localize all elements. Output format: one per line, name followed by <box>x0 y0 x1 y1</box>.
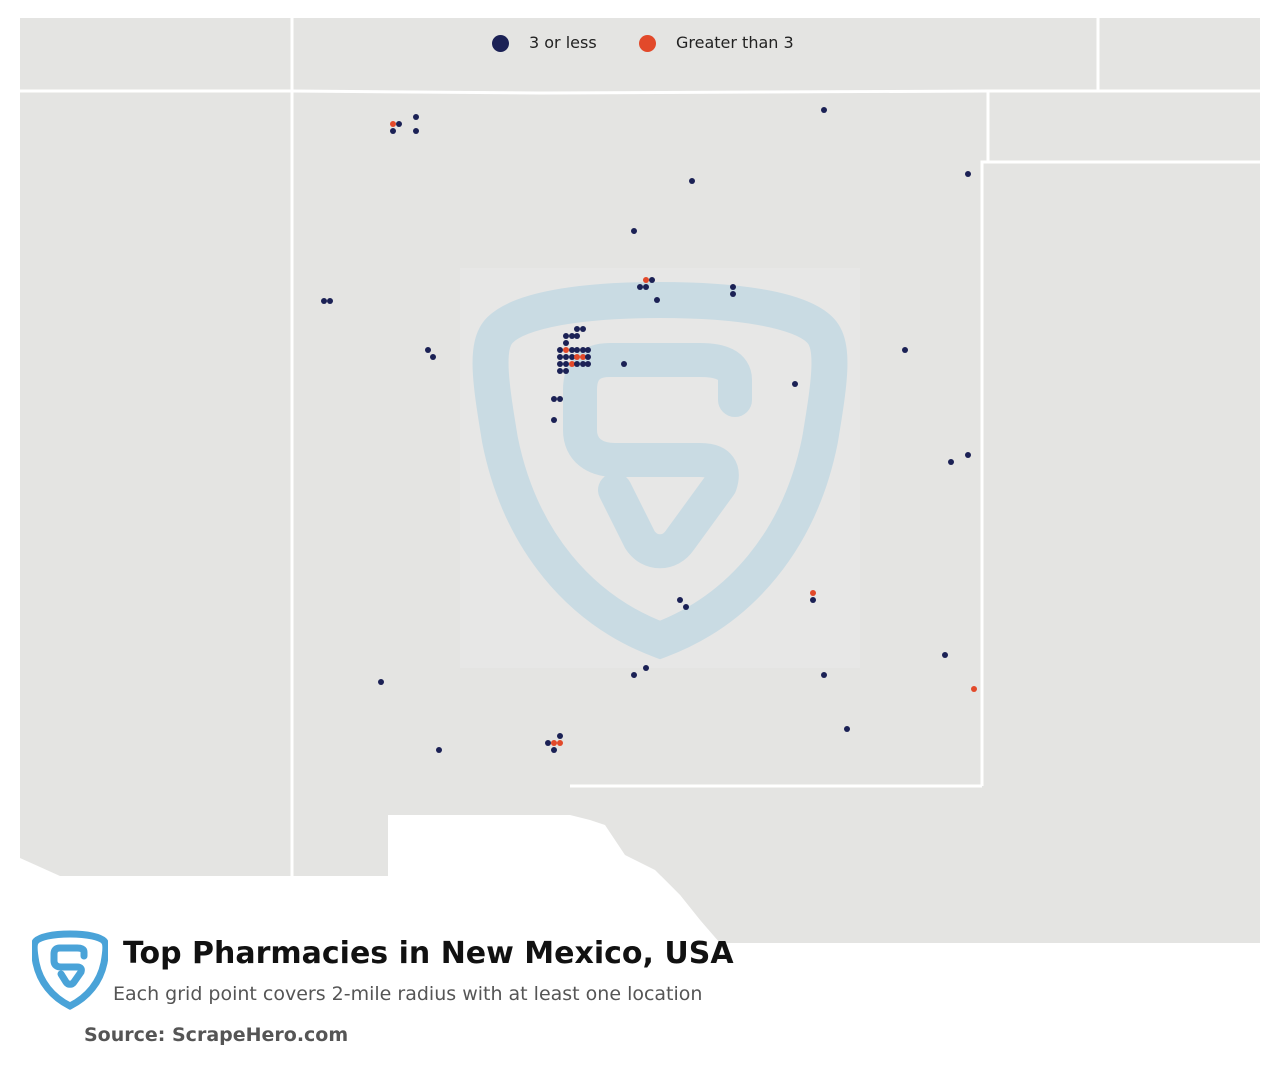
border-nm-tx-east <box>980 91 990 786</box>
location-point-low <box>580 361 586 367</box>
location-point-low <box>643 665 649 671</box>
texas-region <box>570 162 1260 943</box>
location-point-low <box>321 298 327 304</box>
location-point-low <box>557 354 563 360</box>
location-point-low <box>677 597 683 603</box>
location-point-low <box>965 452 971 458</box>
location-point-low <box>585 347 591 353</box>
location-point-low <box>631 228 637 234</box>
location-point-low <box>580 326 586 332</box>
location-point-low <box>551 747 557 753</box>
location-point-low <box>425 347 431 353</box>
location-point-low <box>643 284 649 290</box>
location-point-low <box>810 597 816 603</box>
location-point-high <box>563 347 569 353</box>
location-point-low <box>551 417 557 423</box>
map-source: Source: ScrapeHero.com <box>84 1024 349 1046</box>
watermark-logo <box>460 268 860 668</box>
location-point-low <box>563 333 569 339</box>
location-point-low <box>413 114 419 120</box>
location-point-low <box>637 284 643 290</box>
orange-dot-icon <box>639 34 656 52</box>
location-point-high <box>551 740 557 746</box>
mexico-cutout <box>20 815 1280 1069</box>
location-point-low <box>378 679 384 685</box>
navy-dot-icon <box>492 34 509 52</box>
location-point-low <box>563 354 569 360</box>
location-point-high <box>574 354 580 360</box>
location-point-low <box>396 121 402 127</box>
legend-item-low: 3 or less <box>492 31 597 55</box>
location-point-low <box>948 459 954 465</box>
location-point-low <box>569 347 575 353</box>
location-point-low <box>730 291 736 297</box>
location-point-low <box>430 354 436 360</box>
location-point-low <box>574 361 580 367</box>
location-point-low <box>902 347 908 353</box>
location-point-low <box>965 171 971 177</box>
location-point-low <box>569 354 575 360</box>
location-point-low <box>574 326 580 332</box>
location-point-low <box>551 396 557 402</box>
location-point-low <box>792 381 798 387</box>
legend-label-low: 3 or less <box>529 33 597 52</box>
location-point-low <box>942 652 948 658</box>
location-point-low <box>574 333 580 339</box>
location-point-low <box>557 361 563 367</box>
location-point-low <box>563 361 569 367</box>
location-point-low <box>621 361 627 367</box>
location-point-low <box>689 178 695 184</box>
legend-label-high: Greater than 3 <box>676 33 794 52</box>
location-point-low <box>649 277 655 283</box>
location-point-high <box>580 354 586 360</box>
watermark-shield-icon <box>472 281 848 660</box>
location-point-low <box>563 340 569 346</box>
state-borders <box>20 18 1260 876</box>
location-point-low <box>563 368 569 374</box>
location-point-high <box>971 686 977 692</box>
location-point-low <box>390 128 396 134</box>
location-point-low <box>631 672 637 678</box>
location-point-high <box>569 361 575 367</box>
location-point-low <box>545 740 551 746</box>
location-point-low <box>821 107 827 113</box>
location-point-low <box>436 747 442 753</box>
location-point-low <box>413 128 419 134</box>
location-point-low <box>730 284 736 290</box>
mexico-area-west <box>20 815 570 1069</box>
location-points <box>321 107 977 753</box>
location-point-low <box>844 726 850 732</box>
scrapehero-logo-icon <box>32 930 108 1010</box>
location-point-low <box>821 672 827 678</box>
location-point-low <box>580 347 586 353</box>
location-point-high <box>557 740 563 746</box>
location-point-low <box>569 333 575 339</box>
location-point-high <box>390 121 396 127</box>
location-point-high <box>643 277 649 283</box>
location-point-low <box>557 368 563 374</box>
location-point-low <box>327 298 333 304</box>
location-point-low <box>557 396 563 402</box>
border-north <box>20 89 1260 95</box>
map-title: Top Pharmacies in New Mexico, USA <box>123 936 734 971</box>
mexico-area-east <box>570 815 1280 1069</box>
location-point-low <box>574 347 580 353</box>
location-point-low <box>683 604 689 610</box>
location-point-low <box>557 733 563 739</box>
location-point-low <box>585 361 591 367</box>
map-subtitle: Each grid point covers 2-mile radius wit… <box>113 983 703 1005</box>
watermark-s-icon <box>563 343 752 569</box>
legend-item-high: Greater than 3 <box>639 31 794 55</box>
location-point-low <box>557 347 563 353</box>
location-point-low <box>585 354 591 360</box>
location-point-low <box>654 297 660 303</box>
location-point-high <box>810 590 816 596</box>
legend: 3 or less Greater than 3 <box>0 31 1280 55</box>
